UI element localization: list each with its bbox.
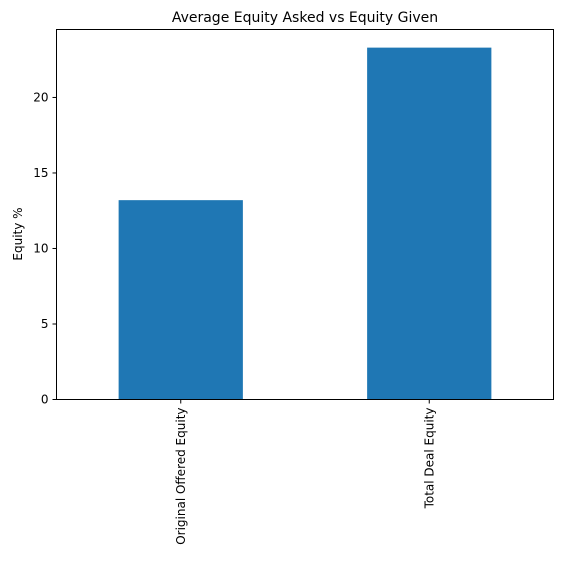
chart-title: Average Equity Asked vs Equity Given	[172, 10, 438, 26]
y-tick-label-3: 15	[33, 166, 48, 180]
x-tick-label-0: Original Offered Equity	[174, 408, 188, 545]
y-tick-label-1: 5	[41, 317, 49, 331]
y-axis: 0 5 10 15 20	[33, 90, 57, 407]
bars-layer	[118, 47, 492, 400]
plot-frame	[56, 29, 554, 400]
y-tick-label-0: 0	[41, 393, 49, 407]
y-axis-label: Equity %	[11, 207, 25, 260]
y-tick-label-2: 10	[33, 241, 48, 255]
x-tick-label-1: Total Deal Equity	[422, 408, 436, 510]
y-tick-label-4: 20	[33, 90, 48, 104]
bar-1	[367, 47, 492, 400]
x-axis: Original Offered Equity Total Deal Equity	[174, 399, 436, 545]
bar-0	[118, 200, 243, 400]
